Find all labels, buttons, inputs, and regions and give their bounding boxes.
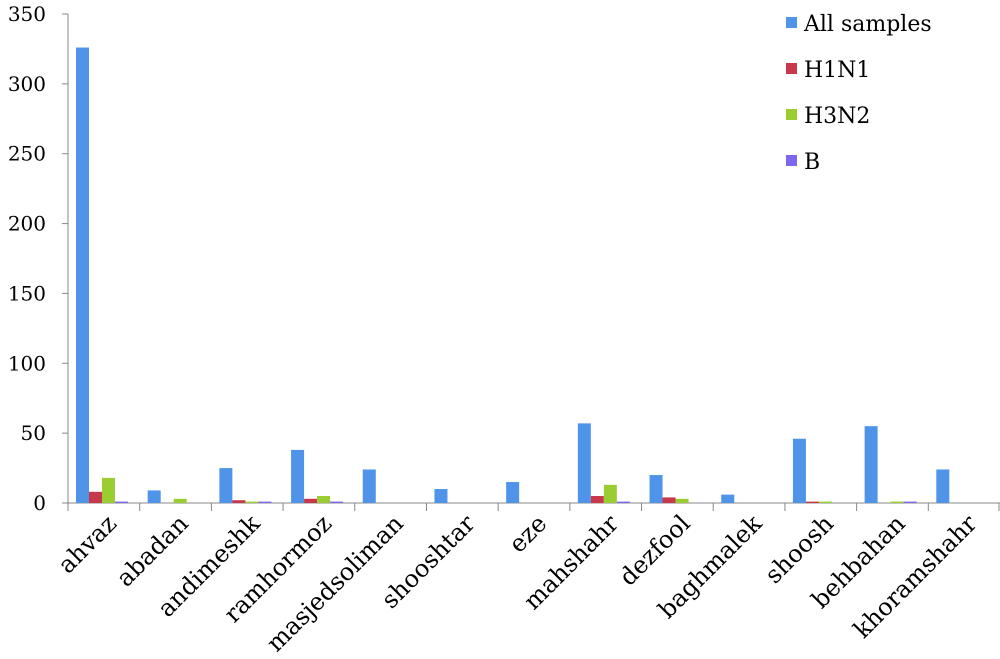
legend-label: All samples <box>803 12 932 37</box>
bar <box>577 423 591 503</box>
legend-swatch <box>786 155 797 166</box>
bar <box>232 500 246 503</box>
bar <box>219 468 233 503</box>
bar <box>89 491 102 503</box>
bar <box>818 501 832 503</box>
bar <box>245 501 259 503</box>
bar <box>102 477 115 503</box>
legend-label: B <box>804 150 820 175</box>
x-tick-label: khoramshahr <box>848 509 983 644</box>
y-tick-label: 250 <box>8 142 46 166</box>
bars <box>76 47 950 503</box>
bar <box>362 469 376 503</box>
legend-swatch <box>786 17 797 28</box>
x-axis: ahvazabadanandimeshkramhormozmasjedsolim… <box>53 502 1000 657</box>
bar <box>506 482 520 503</box>
bar <box>903 501 917 503</box>
bar <box>76 47 89 503</box>
x-tick-label: ahvaz <box>53 509 122 578</box>
bar <box>805 501 819 503</box>
y-tick-label: 300 <box>8 72 46 96</box>
bar <box>258 501 272 503</box>
y-tick-label: 150 <box>8 281 46 305</box>
y-axis: 0 50 100 150 200 250 300 350 <box>8 2 69 515</box>
bar <box>291 449 305 503</box>
bar <box>603 484 617 503</box>
bar <box>173 498 187 503</box>
legend-swatch <box>786 109 797 120</box>
bar <box>616 501 630 503</box>
y-tick-label: 200 <box>8 212 46 236</box>
y-tick-label: 100 <box>8 351 46 375</box>
bar <box>662 497 676 503</box>
bar <box>649 475 663 503</box>
bar <box>890 501 904 503</box>
bar <box>115 501 128 503</box>
bar <box>590 496 604 503</box>
y-tick-label: 350 <box>8 2 46 26</box>
bar <box>147 490 161 503</box>
bar <box>675 498 689 503</box>
bar <box>936 469 950 503</box>
bar <box>330 501 344 503</box>
bar <box>721 494 735 503</box>
bar <box>792 438 806 503</box>
y-tick-label: 0 <box>33 491 46 515</box>
bar <box>304 498 318 503</box>
legend: All samples H1N1 H3N2 B <box>786 12 932 175</box>
legend-swatch <box>786 63 797 74</box>
legend-label: H3N2 <box>804 104 870 129</box>
x-tick-label: eze <box>503 509 552 558</box>
legend-label: H1N1 <box>804 58 870 83</box>
bar <box>317 496 331 503</box>
bar <box>864 426 878 503</box>
y-tick-label: 50 <box>21 421 46 445</box>
bar <box>434 489 448 503</box>
